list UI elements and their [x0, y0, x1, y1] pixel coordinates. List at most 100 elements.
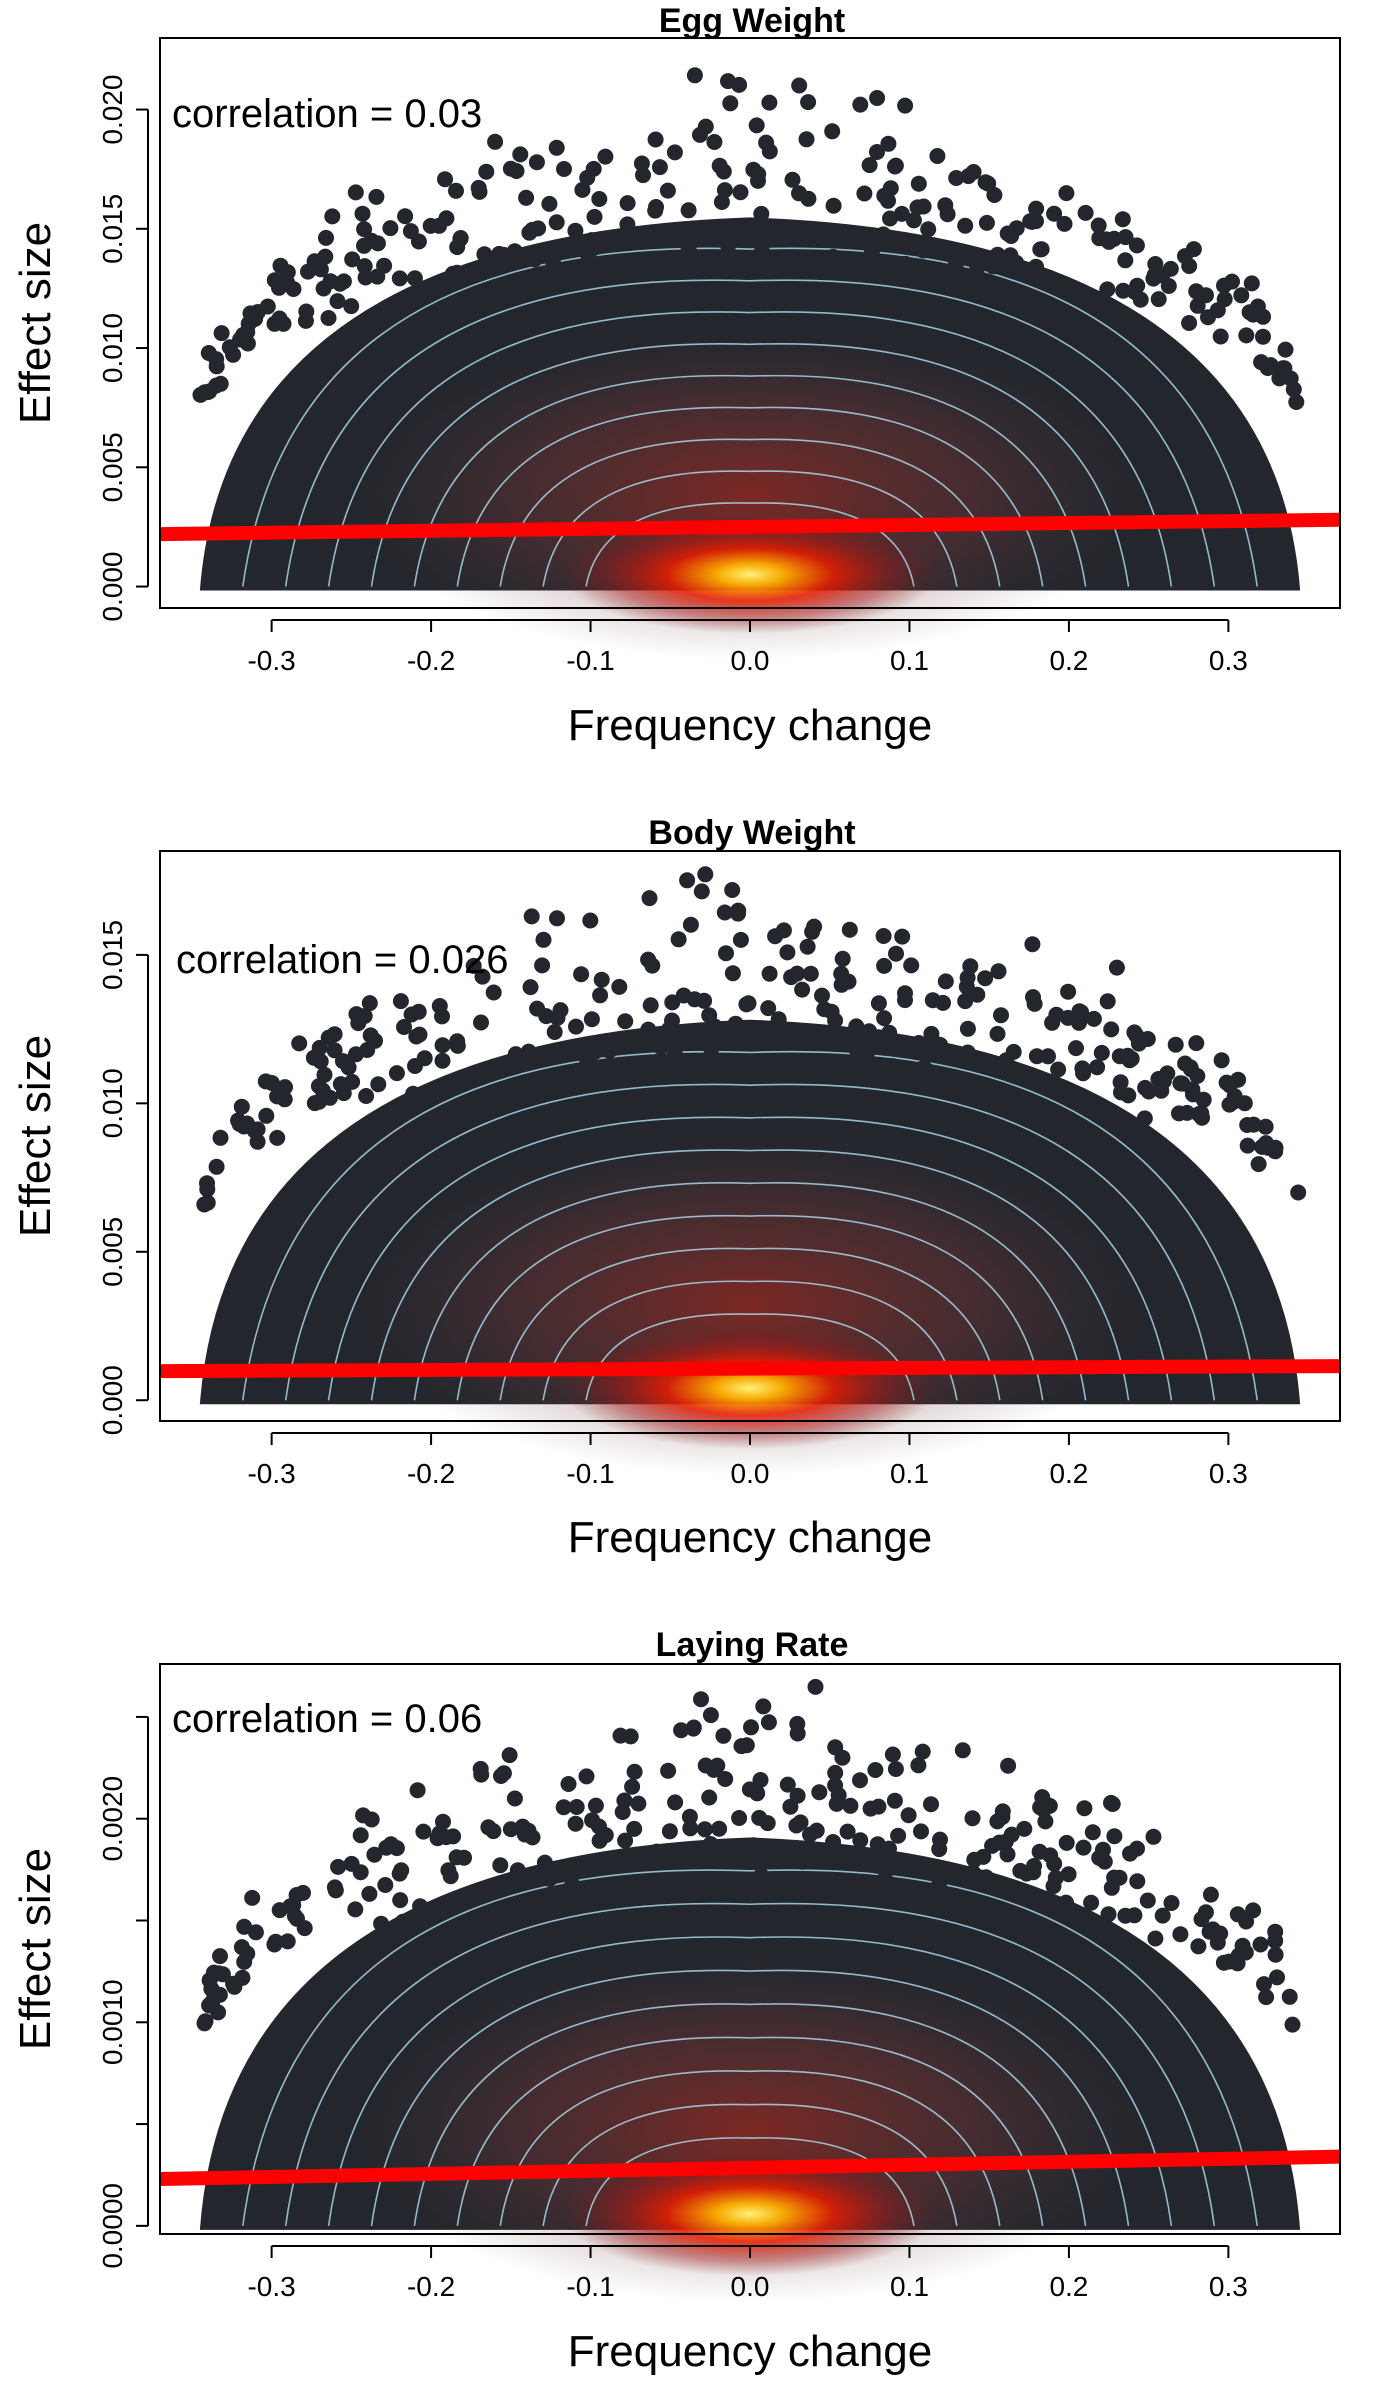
plot-frame: [159, 850, 1341, 1422]
data-point: [1128, 1027, 1145, 1044]
data-point: [888, 945, 904, 962]
data-point: [635, 167, 651, 184]
data-point: [543, 262, 560, 279]
data-point: [1128, 237, 1145, 254]
data-point: [1050, 1061, 1067, 1078]
data-point: [753, 219, 770, 236]
data-point: [471, 183, 488, 200]
data-point: [236, 1918, 253, 1935]
data-point: [784, 171, 801, 188]
y-axis-label: Effect size: [11, 1035, 60, 1237]
data-point: [1060, 983, 1077, 1000]
data-point: [478, 163, 495, 180]
y-tick-label: 0.020: [97, 75, 128, 145]
x-tick-label: 0.0: [731, 645, 770, 676]
data-point: [406, 270, 423, 287]
data-point: [886, 1792, 903, 1809]
data-point: [842, 1797, 859, 1814]
data-point: [530, 220, 547, 237]
data-point: [579, 1054, 596, 1071]
data-point: [343, 298, 360, 315]
x-tick-label: 0.2: [1049, 2271, 1088, 2302]
data-point: [1202, 1886, 1219, 1903]
data-point: [727, 1015, 744, 1032]
data-point: [448, 1849, 465, 1866]
data-point: [495, 1765, 512, 1782]
data-point: [520, 1043, 537, 1060]
data-point: [344, 251, 361, 268]
data-point: [852, 1772, 868, 1789]
data-point: [782, 1022, 799, 1039]
data-point: [957, 217, 974, 234]
data-point: [1046, 205, 1063, 222]
y-axis-label: Effect size: [11, 222, 60, 424]
data-point: [730, 905, 746, 922]
data-point: [608, 232, 625, 249]
data-point: [857, 1037, 874, 1054]
data-point: [741, 1781, 758, 1798]
data-point: [617, 1013, 634, 1030]
data-point: [910, 1035, 927, 1051]
data-point: [396, 1019, 412, 1035]
data-point: [1137, 1079, 1154, 1096]
data-point: [726, 223, 743, 240]
data-point: [1056, 215, 1073, 232]
data-point: [1245, 1902, 1262, 1919]
data-point: [640, 1021, 657, 1038]
data-point: [977, 174, 994, 191]
data-point: [1236, 1095, 1253, 1112]
panel-laying-rate: Laying Rate correlation = 0.06 -0.3 -0.2-…: [11, 1626, 1341, 2376]
data-point: [1025, 989, 1041, 1006]
data-point: [761, 94, 778, 111]
y-axis: 0.000 0.005 0.010 0.015: [97, 920, 149, 1435]
data-point: [824, 123, 841, 140]
data-point: [630, 1795, 647, 1812]
regression-line: [159, 512, 1341, 542]
data-point: [667, 1794, 684, 1811]
data-point: [377, 1877, 394, 1893]
data-point: [733, 1738, 750, 1755]
data-point: [472, 1760, 489, 1777]
data-point: [1250, 1156, 1267, 1173]
data-point: [680, 239, 697, 256]
data-point: [363, 1811, 380, 1828]
data-point: [724, 965, 741, 982]
data-point: [935, 994, 951, 1011]
data-point: [318, 229, 334, 246]
data-point: [1104, 1796, 1121, 1812]
density-glow: [353, 1953, 1147, 2304]
density-contour: [327, 1936, 1173, 2226]
data-point: [1284, 2016, 1301, 2033]
data-point: [661, 1823, 678, 1840]
data-point: [356, 221, 373, 238]
data-point: [682, 916, 699, 933]
data-point: [881, 1840, 897, 1857]
data-point: [1167, 1036, 1184, 1053]
y-tick-label: 0.010: [97, 1068, 128, 1138]
data-point: [711, 1820, 728, 1837]
data-point: [269, 1129, 286, 1146]
data-point: [1108, 959, 1125, 976]
data-point: [1099, 993, 1116, 1010]
data-point: [882, 180, 899, 197]
data-point: [244, 1889, 261, 1906]
density-contour: [241, 1050, 1259, 1401]
data-point: [574, 181, 591, 198]
data-point: [915, 242, 932, 259]
data-point: [989, 1025, 1006, 1042]
x-tick-label: -0.2: [407, 645, 455, 676]
y-axis-label: Effect size: [11, 1848, 60, 2050]
data-point: [394, 1913, 411, 1930]
data-point: [807, 226, 824, 243]
data-point: [1076, 1800, 1093, 1817]
data-point: [361, 995, 378, 1012]
data-point: [869, 1857, 886, 1874]
data-point: [614, 1804, 631, 1820]
data-point: [863, 244, 880, 261]
data-point: [828, 1795, 845, 1812]
data-point: [715, 1727, 732, 1744]
data-point: [1229, 1906, 1246, 1923]
data-point: [833, 965, 850, 982]
data-point: [969, 259, 986, 276]
data-point: [568, 1018, 584, 1035]
